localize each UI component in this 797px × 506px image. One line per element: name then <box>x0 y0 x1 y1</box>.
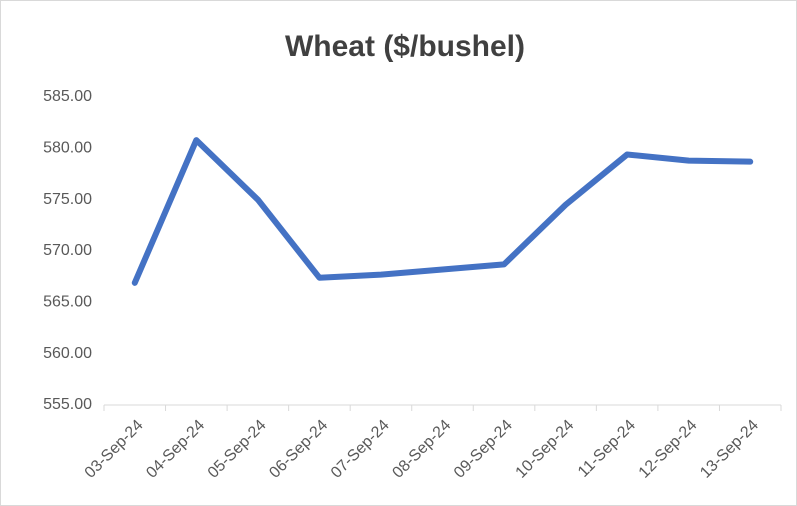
y-tick-label: 570.00 <box>43 242 92 259</box>
y-tick-label: 575.00 <box>43 191 92 208</box>
y-tick-label: 580.00 <box>43 140 92 157</box>
chart-title: Wheat ($/bushel) <box>285 30 525 63</box>
y-tick-label: 560.00 <box>43 345 92 362</box>
y-tick-label: 585.00 <box>43 88 92 105</box>
y-tick-label: 565.00 <box>43 294 92 311</box>
line-series <box>131 137 754 286</box>
y-tick-label: 555.00 <box>43 396 92 413</box>
